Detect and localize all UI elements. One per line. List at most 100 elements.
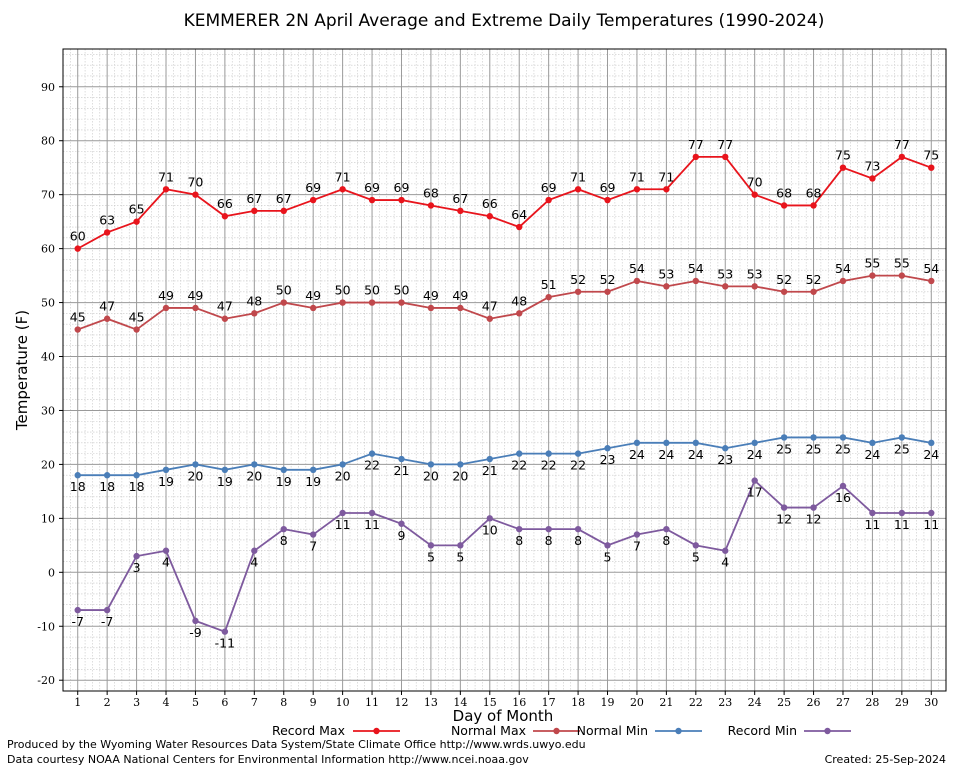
data-label: 24: [923, 447, 939, 462]
x-tick-label: 24: [748, 696, 762, 709]
data-point: [516, 450, 523, 457]
data-point: [457, 304, 464, 312]
data-point: [839, 482, 847, 490]
data-label: 19: [217, 474, 233, 489]
data-label: 53: [747, 266, 763, 281]
x-tick-label: 23: [718, 696, 732, 709]
series-normal-max: 45 47 45 49 49 47 48 50 49 50 50 50 49 49 47 48 51 52 52 54…: [70, 256, 939, 333]
data-label: 11: [335, 517, 351, 532]
data-point: [692, 439, 700, 447]
legend-marker: [824, 727, 831, 735]
data-point: [74, 606, 81, 614]
data-point: [839, 434, 847, 441]
x-tick-label: 22: [689, 696, 703, 709]
data-point: [221, 315, 229, 322]
data-label: 68: [806, 185, 822, 200]
data-point: [516, 310, 523, 317]
data-point: [545, 525, 552, 533]
x-tick-label: 3: [133, 696, 140, 709]
y-tick-label: -10: [37, 620, 55, 633]
data-point: [398, 299, 405, 306]
data-point: [368, 196, 376, 204]
x-tick-label: 26: [807, 696, 821, 709]
data-label: 18: [70, 479, 86, 494]
data-point: [869, 175, 876, 182]
data-label: 64: [511, 207, 527, 222]
data-point: [780, 202, 788, 209]
data-label: 22: [570, 458, 586, 473]
data-label: 70: [747, 175, 763, 190]
x-tick-label: 2: [104, 696, 111, 709]
data-label: 54: [835, 261, 851, 276]
data-label: 23: [717, 452, 733, 467]
data-point: [604, 288, 611, 295]
data-label: 71: [158, 169, 174, 184]
x-tick-label: 28: [865, 696, 879, 709]
x-tick-label: 27: [836, 696, 850, 709]
data-label: 21: [482, 463, 498, 478]
data-point: [486, 455, 493, 463]
data-label: 49: [187, 288, 203, 303]
data-point: [74, 245, 81, 252]
data-label: 49: [158, 288, 174, 303]
x-tick-label: 15: [483, 696, 497, 709]
data-point: [280, 207, 287, 215]
x-tick-label: 13: [424, 696, 438, 709]
x-tick-label: 6: [221, 696, 228, 709]
data-label: 24: [688, 447, 704, 462]
data-point: [780, 288, 788, 295]
data-point: [486, 315, 493, 322]
data-label: 21: [394, 463, 410, 478]
data-point: [722, 283, 729, 290]
x-tick-label: 11: [365, 696, 379, 709]
data-point: [516, 223, 523, 231]
x-tick-label: 9: [310, 696, 317, 709]
legend-item-normal-max: Normal Max: [451, 723, 580, 738]
data-label: 11: [364, 517, 380, 532]
data-label: 50: [364, 283, 380, 298]
data-label: 67: [276, 191, 292, 206]
data-label: 50: [276, 283, 292, 298]
data-label: 69: [541, 180, 557, 195]
data-label: 51: [541, 277, 557, 292]
y-tick-label: 20: [41, 458, 55, 471]
x-tick-label: 30: [924, 696, 938, 709]
data-label: 47: [482, 299, 498, 314]
data-point: [810, 434, 817, 441]
data-point: [810, 288, 817, 295]
data-point: [692, 542, 700, 549]
grid-layer: [63, 49, 947, 692]
series-record-max: 60 63 65 71 70 66 67 67 69 71 69 69 68 67 66 64 69 71 69 71…: [70, 137, 939, 252]
data-label: 8: [515, 533, 523, 548]
data-label: 47: [217, 299, 233, 314]
data-label: 66: [217, 196, 233, 211]
data-point: [869, 509, 876, 517]
data-point: [928, 164, 935, 171]
data-point: [574, 450, 582, 457]
data-point: [103, 472, 111, 479]
data-point: [398, 455, 405, 463]
data-point: [162, 304, 170, 312]
x-axis-title: Day of Month: [453, 707, 554, 725]
data-point: [692, 153, 700, 161]
data-label: 8: [574, 533, 582, 548]
data-point: [103, 315, 111, 322]
data-label: 23: [600, 452, 616, 467]
data-label: 20: [335, 468, 351, 483]
data-point: [162, 466, 170, 474]
data-point: [427, 202, 435, 209]
data-point: [898, 434, 906, 441]
data-label: 77: [894, 137, 910, 152]
data-point: [692, 277, 700, 285]
data-point: [74, 472, 81, 479]
data-point: [309, 466, 317, 474]
data-label: 52: [600, 272, 616, 287]
data-point: [663, 283, 670, 290]
y-tick-label: 50: [41, 297, 55, 310]
data-point: [251, 461, 258, 468]
data-label: 67: [452, 191, 468, 206]
x-tick-label: 18: [571, 696, 585, 709]
data-label: 25: [835, 441, 851, 456]
data-label: 22: [511, 458, 527, 473]
